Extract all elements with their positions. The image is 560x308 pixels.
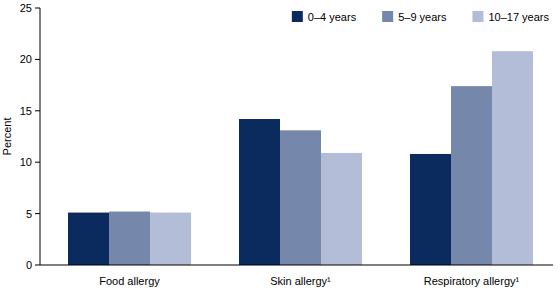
x-axis-line: [40, 265, 553, 266]
y-axis-line: [40, 8, 41, 265]
legend-label: 5–9 years: [398, 11, 447, 23]
bar: [68, 213, 109, 265]
bar: [492, 51, 533, 265]
legend: 0–4 years 5–9 years 10–17 years: [292, 11, 550, 23]
bars: [68, 51, 533, 265]
bar: [451, 86, 492, 265]
y-tick-label: 25: [20, 2, 32, 14]
y-tick-label: 0: [26, 259, 32, 271]
legend-label: 0–4 years: [308, 11, 357, 23]
bar: [239, 119, 280, 265]
legend-swatch: [472, 11, 483, 22]
bar: [150, 213, 191, 265]
legend-label: 10–17 years: [488, 11, 549, 23]
legend-swatch: [382, 11, 393, 22]
x-tick-label: Respiratory allergy¹: [424, 275, 520, 287]
y-tick: [35, 59, 40, 60]
legend-swatch: [292, 11, 303, 22]
y-tick-label: 15: [20, 105, 32, 117]
legend-item: 10–17 years: [472, 11, 549, 23]
bar: [321, 153, 362, 265]
legend-item: 0–4 years: [292, 11, 357, 23]
x-tick-label: Food allergy: [99, 275, 160, 287]
y-tick: [35, 162, 40, 163]
y-tick-label: 10: [20, 156, 32, 168]
y-tick: [35, 8, 40, 9]
y-tick-label: 20: [20, 53, 32, 65]
y-tick: [35, 110, 40, 111]
chart-container: 0 5 10 15 20 25 Food allergy Skin allergy¹ Respi…: [0, 0, 560, 308]
y-tick-label: 5: [26, 208, 32, 220]
y-tick: [35, 265, 40, 266]
y-axis-label: Percent: [1, 118, 13, 156]
y-tick: [35, 213, 40, 214]
bar: [109, 212, 150, 265]
bar: [280, 130, 321, 265]
bar: [410, 154, 451, 265]
chart: 0 5 10 15 20 25 Food allergy Skin allergy¹ Respi…: [0, 0, 560, 308]
legend-item: 5–9 years: [382, 11, 447, 23]
x-tick-label: Skin allergy¹: [270, 275, 331, 287]
